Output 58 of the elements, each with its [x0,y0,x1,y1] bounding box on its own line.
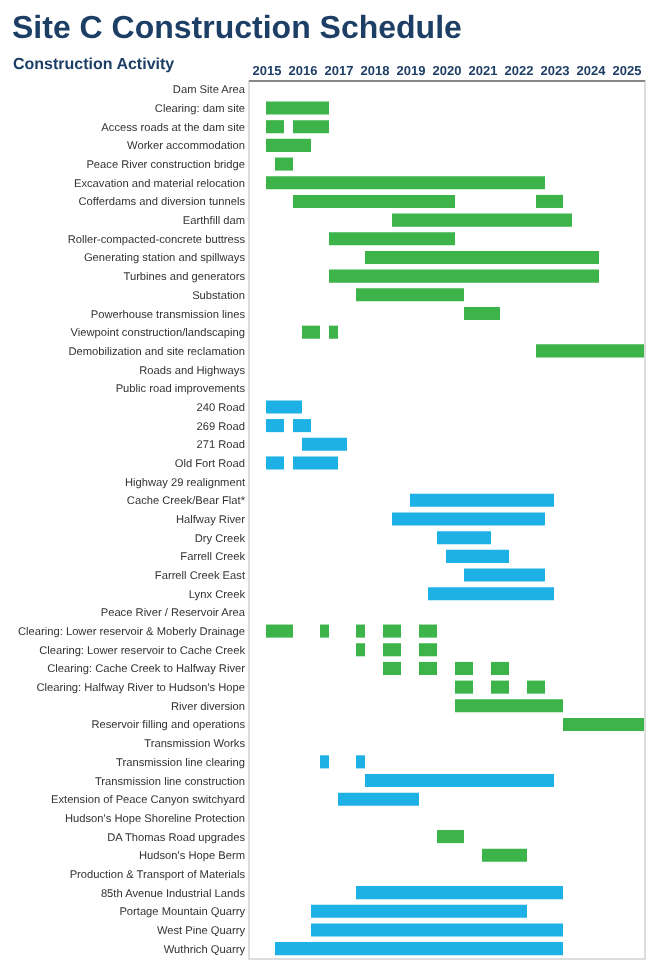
bar [482,848,527,862]
bar [356,643,365,657]
bar [491,680,509,694]
bar [383,661,401,675]
bar [536,194,563,208]
bar [365,250,599,265]
bar [419,643,437,657]
bar [419,661,437,675]
bar [536,344,644,358]
bar [446,549,509,563]
bar [356,886,563,900]
bar [311,904,527,918]
bar [329,325,338,339]
bar [293,419,311,433]
bar [392,512,545,526]
bar [275,157,293,171]
bar [311,923,563,937]
bar [491,661,509,675]
bar [266,419,284,433]
bar [563,717,644,732]
y-axis-title: Construction Activity [13,55,176,73]
bar [437,830,464,844]
bar [266,456,284,470]
bar [356,624,365,638]
bar [464,306,500,321]
bar [293,194,455,208]
bar [428,587,554,601]
bar [266,101,329,115]
bar [455,661,473,675]
bar [455,699,563,713]
bar [392,213,572,227]
bar [293,456,338,470]
bar [356,755,365,769]
bar [455,680,473,694]
bar [437,531,491,545]
bar [266,120,284,134]
bar [293,120,329,134]
bar [266,400,302,414]
bar [464,568,545,582]
bar [356,288,464,302]
bar [527,680,545,694]
bar [266,176,545,190]
bar [329,232,455,246]
bar [275,942,563,956]
bar [320,624,329,638]
bar [338,792,419,806]
bar [383,624,401,638]
bar [383,643,401,657]
bar [302,325,320,339]
bar [320,755,329,769]
bar [302,437,347,451]
bar [266,138,311,152]
bar [266,624,293,638]
chart-title: Site C Construction Schedule [12,12,463,46]
bar [365,773,554,788]
bar [410,493,554,507]
bar [329,269,599,283]
bar [419,624,437,638]
